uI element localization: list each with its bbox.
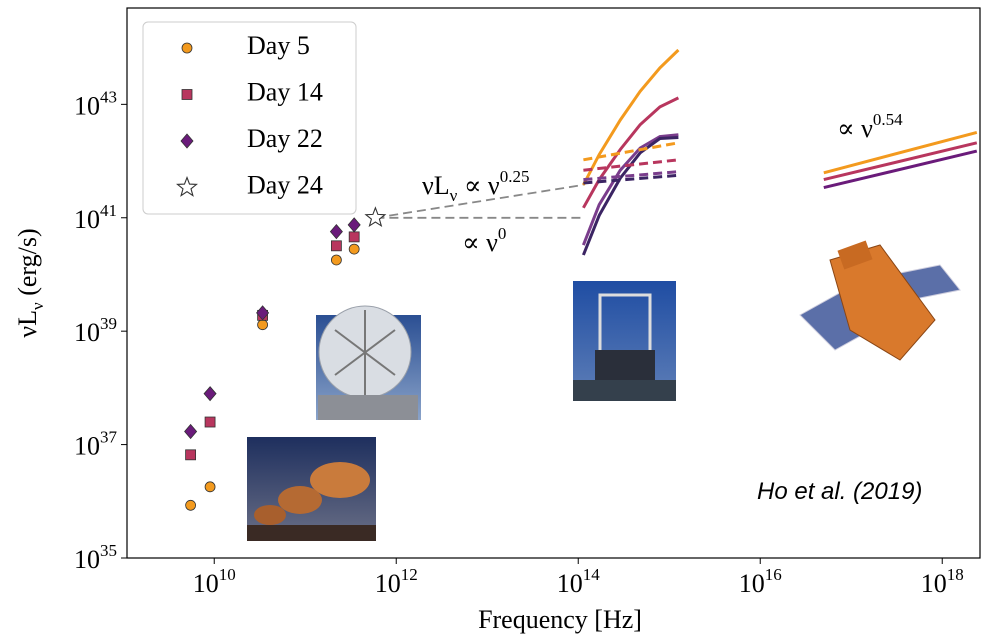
photo-telescope (573, 281, 676, 401)
annotation: Ho et al. (2019) (757, 478, 922, 505)
text-part: Ho et al. (2019) (757, 478, 922, 505)
text-part: (erg/s) (13, 228, 42, 302)
text-part: 0.25 (500, 167, 530, 186)
text-part: ν (450, 186, 458, 205)
point (330, 240, 342, 252)
line (375, 184, 584, 219)
tick-exponent: 14 (583, 565, 601, 584)
tick-exponent: 18 (947, 565, 964, 584)
x-tick-label: 1012 (375, 565, 418, 598)
tick-base: 10 (74, 432, 100, 461)
line (583, 170, 679, 182)
text-part: νL (13, 310, 42, 338)
legend-label: Day 24 (247, 170, 323, 199)
line (823, 141, 978, 182)
point (204, 481, 216, 493)
annotation: ∝ ν0.54 (837, 110, 903, 143)
x-tick-label: 1014 (557, 565, 601, 598)
tick-exponent: 39 (100, 315, 117, 334)
line (582, 48, 680, 186)
point (184, 423, 198, 440)
annotation: ∝ ν0 (462, 224, 506, 257)
tick-base: 10 (193, 569, 219, 598)
tick-base: 10 (74, 318, 100, 347)
legend-label: Day 22 (247, 124, 323, 153)
y-tick-label: 1035 (74, 541, 117, 574)
point (330, 254, 342, 266)
x-axis-label: Frequency [Hz] (478, 605, 642, 634)
legend-label: Day 5 (247, 31, 310, 60)
line (583, 158, 679, 172)
text-part: ∝ ν (837, 114, 873, 143)
tick-exponent: 35 (100, 541, 117, 560)
tick-base: 10 (74, 205, 100, 234)
tick-base: 10 (557, 569, 583, 598)
y-tick-label: 1039 (74, 315, 117, 348)
point (347, 217, 361, 233)
point (204, 416, 216, 428)
y-tick-label: 1043 (74, 88, 117, 121)
legend-label: Day 14 (247, 77, 323, 106)
text-part: ∝ ν (457, 171, 500, 200)
line (583, 141, 679, 162)
tick-exponent: 37 (100, 428, 118, 447)
legend: Day 5 Day 14 Day 22 Day 24 (142, 21, 357, 215)
line (823, 149, 978, 190)
annotation: νLν ∝ ν0.25 (422, 167, 529, 205)
line (582, 96, 680, 209)
tick-base: 10 (74, 91, 100, 120)
x-tick-label: 1010 (193, 565, 236, 598)
y-axis-label: νLν (erg/s) (13, 228, 47, 337)
photo-dish (316, 305, 421, 420)
tick-exponent: 43 (100, 88, 117, 107)
text-part: 0 (498, 224, 507, 243)
point (364, 206, 387, 228)
point (256, 305, 270, 321)
line (583, 173, 679, 185)
lines (375, 48, 978, 256)
point (257, 319, 268, 331)
y-tick-label: 1041 (74, 201, 117, 234)
text-part: νL (422, 171, 450, 200)
x-tick-label: 1016 (739, 565, 782, 598)
tick-base: 10 (375, 569, 401, 598)
legend-marker (176, 175, 198, 197)
y-tick-label: 1037 (74, 428, 118, 461)
tick-base: 10 (921, 569, 947, 598)
tick-exponent: 12 (401, 565, 418, 584)
tick-base: 10 (739, 569, 765, 598)
legend-marker (180, 133, 194, 149)
legend-box (142, 21, 357, 215)
point (348, 243, 360, 255)
plot-frame (126, 7, 981, 559)
text-part: ν (28, 302, 47, 310)
line (823, 130, 978, 175)
tick-base: 10 (74, 545, 100, 574)
photo-array (247, 437, 376, 541)
x-tick-label: 1018 (921, 565, 964, 598)
text-part: ∝ ν (462, 228, 498, 257)
tick-exponent: 10 (219, 565, 236, 584)
line (582, 133, 679, 246)
photo-satellite (799, 240, 961, 361)
tick-exponent: 16 (765, 565, 782, 584)
point (329, 223, 343, 240)
points (184, 206, 387, 511)
text-part: 0.54 (873, 110, 903, 129)
legend-marker (181, 42, 193, 54)
point (348, 231, 360, 243)
legend-marker (181, 89, 193, 100)
tick-exponent: 41 (100, 201, 117, 220)
point (203, 386, 217, 402)
point (185, 499, 197, 511)
point (185, 449, 197, 461)
